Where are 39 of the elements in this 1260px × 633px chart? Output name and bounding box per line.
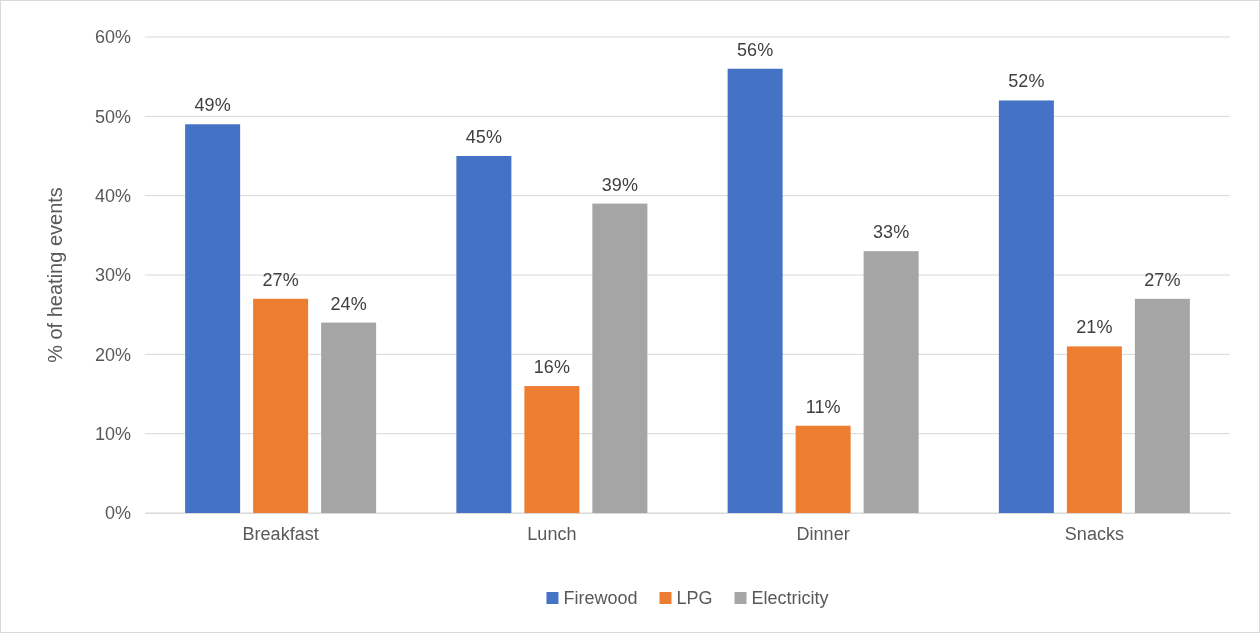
data-label: 16% bbox=[533, 357, 570, 378]
bar bbox=[524, 386, 580, 513]
data-label: 21% bbox=[1076, 317, 1113, 338]
y-tick-label: 60% bbox=[94, 27, 131, 48]
bar bbox=[1134, 298, 1190, 513]
bar bbox=[253, 298, 309, 513]
x-tick-label: Dinner bbox=[796, 523, 850, 544]
legend-label: Electricity bbox=[751, 588, 829, 608]
y-tick-label: 30% bbox=[94, 265, 131, 286]
bar bbox=[1066, 346, 1122, 513]
data-label: 27% bbox=[262, 269, 299, 290]
data-label: 56% bbox=[737, 39, 774, 60]
bar bbox=[321, 322, 377, 513]
x-tick-label: Breakfast bbox=[242, 523, 319, 544]
bar bbox=[592, 203, 648, 513]
bar bbox=[456, 156, 512, 513]
data-label: 45% bbox=[465, 127, 502, 147]
y-tick-label: 50% bbox=[94, 106, 131, 127]
bar bbox=[998, 100, 1054, 513]
y-tick-label: 40% bbox=[94, 185, 131, 206]
x-tick-label: Snacks bbox=[1064, 523, 1124, 544]
data-label: 52% bbox=[1008, 71, 1045, 92]
bar bbox=[863, 251, 919, 513]
y-tick-label: 10% bbox=[94, 423, 131, 444]
bar bbox=[185, 124, 241, 513]
data-label: 39% bbox=[601, 174, 638, 195]
data-label: 49% bbox=[194, 95, 231, 116]
data-label: 27% bbox=[1144, 269, 1181, 290]
y-tick-label: 20% bbox=[94, 344, 131, 365]
data-label: 24% bbox=[330, 293, 367, 314]
bar bbox=[795, 425, 851, 513]
x-tick-label: Lunch bbox=[527, 523, 577, 544]
y-tick-label: 0% bbox=[104, 503, 131, 524]
legend-label: LPG bbox=[676, 588, 713, 608]
data-label: 11% bbox=[805, 396, 841, 417]
bar bbox=[727, 68, 783, 513]
y-axis-title: % of heating events bbox=[44, 187, 66, 363]
data-label: 33% bbox=[873, 222, 910, 243]
legend-label: Firewood bbox=[563, 588, 638, 608]
